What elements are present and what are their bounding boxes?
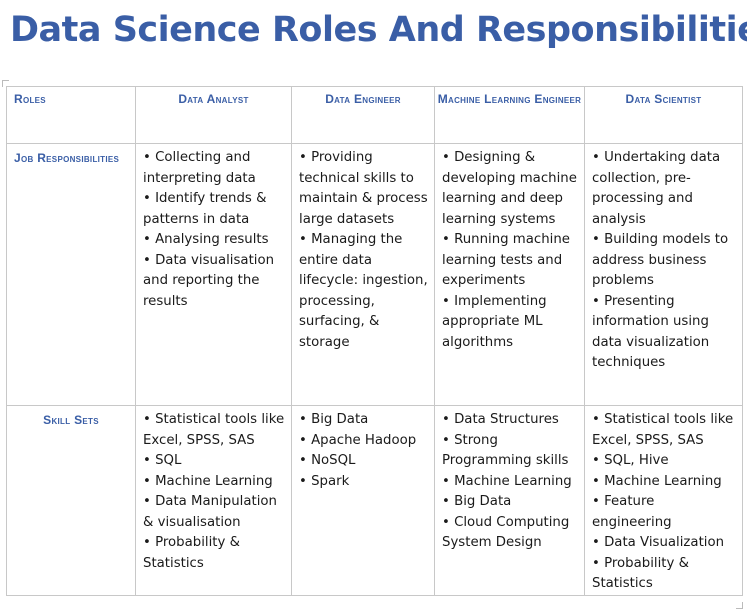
cell-skills-ml-engineer: • Data Structures • Strong Programming s… [442, 412, 572, 550]
cell-skills-data-analyst: • Statistical tools like Excel, SPSS, SA… [143, 412, 285, 571]
table-end-mark [736, 602, 743, 609]
cell-skills-data-scientist: • Statistical tools like Excel, SPSS, SA… [592, 412, 734, 591]
table-cell: • Undertaking data collection, pre-proce… [584, 143, 743, 406]
table-row-skill-sets: Skill Sets • Statistical tools like Exce… [6, 405, 743, 596]
cell-job-ml-engineer: • Designing & developing machine learnin… [442, 150, 577, 350]
table-header-row: Roles Data Analyst Data Engineer Machine… [6, 86, 743, 144]
corner-header: Roles [14, 92, 46, 106]
row-label-job-responsibilities: Job Responsibilities [14, 151, 120, 165]
row-label-cell-skills: Skill Sets [6, 405, 136, 596]
column-header-data-engineer: Data Engineer [325, 92, 401, 106]
cell-job-data-engineer: • Providing technical skills to maintain… [299, 150, 428, 350]
table-cell: • Statistical tools like Excel, SPSS, SA… [584, 405, 743, 596]
table-cell: • Providing technical skills to maintain… [291, 143, 435, 406]
table-cell: • Statistical tools like Excel, SPSS, SA… [135, 405, 292, 596]
table-cell: • Collecting and interpreting data • Ide… [135, 143, 292, 406]
column-header-ml-engineer: Machine Learning Engineer [437, 92, 582, 106]
header-cell-data-scientist: Data Scientist [584, 86, 743, 144]
table-cell: • Data Structures • Strong Programming s… [434, 405, 585, 596]
row-label-skill-sets: Skill Sets [43, 413, 99, 427]
cell-job-data-scientist: • Undertaking data collection, pre-proce… [592, 150, 729, 370]
cell-skills-data-engineer: • Big Data • Apache Hadoop • NoSQL • Spa… [299, 412, 417, 489]
header-cell-ml-engineer: Machine Learning Engineer [434, 86, 585, 144]
column-header-data-scientist: Data Scientist [625, 92, 702, 106]
row-label-cell-job: Job Responsibilities [6, 143, 136, 406]
column-header-data-analyst: Data Analyst [178, 92, 249, 106]
header-cell-roles: Roles [6, 86, 136, 144]
header-cell-data-analyst: Data Analyst [135, 86, 292, 144]
cell-job-data-analyst: • Collecting and interpreting data • Ide… [143, 150, 275, 309]
roles-table: Roles Data Analyst Data Engineer Machine… [6, 86, 743, 596]
table-row-job-responsibilities: Job Responsibilities • Collecting and in… [6, 143, 743, 406]
table-cell: • Designing & developing machine learnin… [434, 143, 585, 406]
page-title: Data Science Roles And Responsibilities [10, 10, 747, 50]
table-cell: • Big Data • Apache Hadoop • NoSQL • Spa… [291, 405, 435, 596]
header-cell-data-engineer: Data Engineer [291, 86, 435, 144]
table-anchor-mark [2, 80, 9, 87]
